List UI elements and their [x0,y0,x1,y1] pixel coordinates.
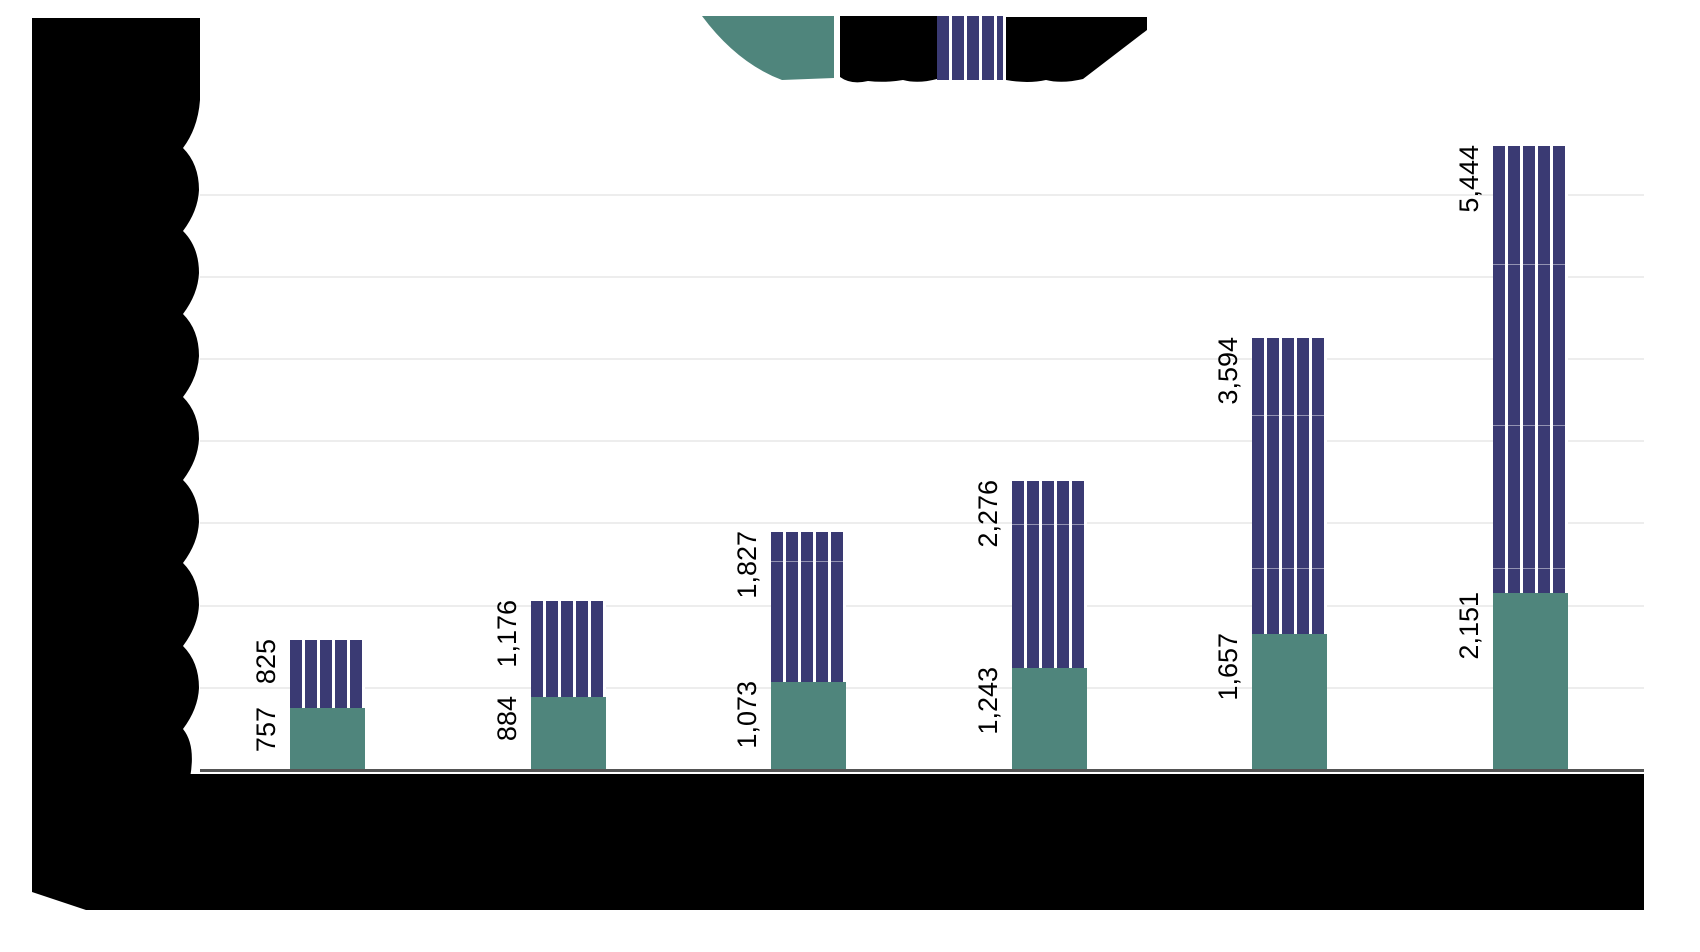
redaction-legend-label-1 [840,16,937,83]
bar-5-segment-purple-striped [1492,145,1568,594]
bar-5-segment-teal [1492,593,1568,770]
bar-4-segment-purple-striped [1252,338,1327,634]
gridline-5000 [200,358,1644,360]
gridline-2000 [200,604,1644,607]
bar-1-segment-purple-striped [530,600,606,698]
gridline-1000 [200,686,1644,689]
bar-4-segment-teal [1252,633,1327,770]
gridline-7000 [200,193,1644,196]
x-axis-line [200,769,1644,772]
redaction-legend-label-2 [1006,17,1147,82]
bar-3-segment-teal [1011,667,1087,770]
gridline-6000 [200,275,1644,278]
legend-swatch-purple-striped [937,16,1003,80]
gridline-4000 [200,440,1644,443]
bar-1-segment-teal [530,697,606,770]
gridline-3000 [200,522,1644,525]
redaction-y-axis-labels [32,18,200,778]
bar-2-segment-teal [771,681,846,770]
bar-0-segment-purple-striped [290,639,365,708]
redaction-x-axis-area [32,774,1644,910]
bar-0-segment-teal [290,707,365,770]
bar-2-segment-purple-striped [771,531,846,682]
bar-3-segment-purple-striped [1011,480,1087,668]
